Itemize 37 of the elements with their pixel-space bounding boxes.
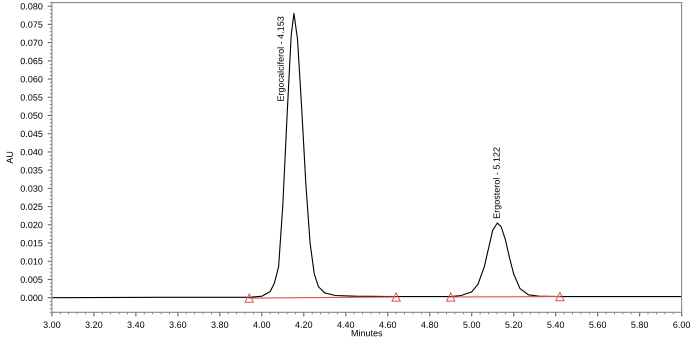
x-tick-label: 4.00 [253,322,270,328]
y-tick-label: 0.005 [20,276,42,283]
y-tick-label: 0.000 [20,294,43,302]
x-tick-label: 5.60 [589,322,606,328]
x-tick-label: 4.80 [421,322,438,328]
x-tick-label: 3.00 [43,322,60,328]
annotation: Ergocalciferol - 4.153 [277,16,286,101]
y-tick-label: 0.010 [20,258,43,265]
x-tick-label: 5.80 [631,322,648,328]
y-tick-label: 0.055 [20,94,42,101]
x-tick-label: 4.40 [337,322,354,328]
x-tick-label: 5.40 [547,322,564,328]
y-tick-label: 0.020 [20,222,43,228]
x-tick-label: 4.20 [295,322,312,328]
x-tick-label: 3.40 [127,322,144,328]
y-axis-title: AU [6,152,13,164]
x-tick-label: 3.80 [211,322,228,328]
x-axis-title: Minutes [352,330,382,336]
annotation: Ergosterol - 5.122 [493,148,502,218]
x-tick-label: 5.20 [505,322,522,328]
y-tick-label: 0.045 [20,130,42,138]
y-tick-label: 0.060 [20,76,43,82]
y-tick-label: 0.075 [20,21,42,28]
x-tick-label: 3.20 [85,322,102,328]
x-tick-label: 4.60 [379,322,396,328]
y-tick-label: 0.050 [20,112,43,119]
y-tick-label: 0.080 [20,3,43,10]
x-tick-label: 6.00 [673,322,690,328]
y-tick-label: 0.030 [20,185,43,192]
y-tick-label: 0.070 [20,40,43,46]
y-tick-label: 0.015 [20,240,42,246]
x-tick-label: 3.60 [169,322,186,328]
y-tick-label: 0.065 [20,58,42,64]
x-tick-label: 5.00 [463,322,480,328]
y-tick-label: 0.035 [20,167,42,174]
y-tick-label: 0.040 [20,148,43,156]
y-tick-label: 0.025 [20,204,42,210]
